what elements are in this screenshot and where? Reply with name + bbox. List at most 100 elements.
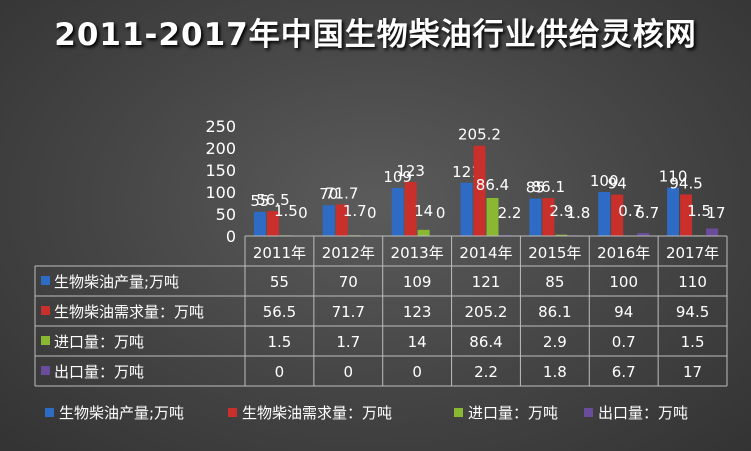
legend-label: 出口量：万吨 [598, 404, 688, 422]
data-label: 56.5 [256, 191, 289, 209]
table-cell: 0 [344, 363, 354, 381]
table-cell: 1.5 [681, 333, 705, 351]
data-label: 1.5 [687, 202, 711, 220]
table-cell: 55 [270, 273, 289, 291]
table-row-label: 生物柴油产量;万吨 [54, 273, 179, 291]
bar-1-2012年 [322, 205, 335, 236]
table-cell: 71.7 [332, 303, 365, 321]
table-legend-key [41, 306, 50, 315]
table-row-label: 生物柴油需求量：万吨 [54, 303, 204, 321]
table-legend-key [41, 366, 50, 375]
y-tick-label: 150 [205, 161, 236, 180]
category-label: 2016年 [597, 244, 650, 262]
table-cell: 85 [545, 273, 564, 291]
y-tick-label: 0 [226, 227, 236, 246]
legend-key [454, 408, 463, 417]
bar-2-2014年 [473, 145, 486, 236]
data-label: 70 [319, 185, 338, 203]
category-label: 2017年 [666, 244, 719, 262]
bar-1-2017年 [667, 187, 680, 236]
category-label: 2013年 [391, 244, 444, 262]
data-label: 1.7 [343, 202, 367, 220]
table-row-label: 出口量：万吨 [54, 363, 144, 381]
data-label: 205.2 [458, 126, 501, 144]
table-cell: 86.4 [469, 333, 502, 351]
table-cell: 94 [614, 303, 633, 321]
bar-4-2016年 [637, 233, 650, 236]
bar-4-2017年 [706, 228, 719, 236]
bar-2-2017年 [680, 194, 693, 236]
table-cell: 109 [403, 273, 432, 291]
legend-label: 生物柴油需求量：万吨 [242, 404, 392, 422]
data-label: 109 [383, 168, 412, 186]
data-label: 110 [659, 168, 688, 186]
data-label: 94 [608, 175, 627, 193]
table-row-label: 进口量：万吨 [54, 333, 144, 351]
data-label: 6.7 [635, 204, 659, 222]
bar-1-2015年 [529, 198, 542, 236]
table-legend-key [41, 336, 50, 345]
data-label: 86.1 [532, 178, 565, 196]
table-cell: 17 [683, 363, 702, 381]
y-tick-label: 100 [205, 183, 236, 202]
bar-1-2016年 [598, 192, 611, 236]
table-cell: 1.5 [267, 333, 291, 351]
table-cell: 110 [678, 273, 707, 291]
data-label: 2.9 [549, 202, 573, 220]
table-cell: 0 [412, 363, 422, 381]
data-label: 1.8 [566, 204, 590, 222]
data-label: 0.7 [618, 202, 642, 220]
table-cell: 2.9 [543, 333, 567, 351]
bar-2-2013年 [404, 181, 417, 236]
data-label: 1.5 [274, 202, 298, 220]
bar-2-2011年 [266, 211, 279, 236]
category-label: 2015年 [528, 244, 581, 262]
table-cell: 0.7 [612, 333, 636, 351]
table-cell: 14 [408, 333, 427, 351]
bar-3-2013年 [417, 229, 430, 236]
table-cell: 70 [339, 273, 358, 291]
data-label: 55 [250, 192, 269, 210]
bar-1-2013年 [391, 188, 404, 236]
data-label: 14 [414, 202, 433, 220]
chart-title: 2011-2017年中国生物柴油行业供给灵核网 [54, 17, 697, 53]
table-cell: 86.1 [538, 303, 571, 321]
data-label: 0 [436, 204, 446, 222]
data-label: 85 [526, 179, 545, 197]
data-label: 123 [396, 162, 425, 180]
data-label: 71.7 [325, 184, 358, 202]
data-label: 94.5 [669, 174, 702, 192]
data-label: 100 [590, 172, 619, 190]
table-cell: 123 [403, 303, 432, 321]
bar-1-2011年 [253, 211, 266, 236]
category-label: 2011年 [253, 244, 306, 262]
legend-label: 进口量：万吨 [468, 404, 558, 422]
table-cell: 205.2 [465, 303, 508, 321]
bar-3-2015年 [555, 234, 568, 236]
table-cell: 1.8 [543, 363, 567, 381]
table-cell: 56.5 [263, 303, 296, 321]
table-cell: 94.5 [676, 303, 709, 321]
data-label: 0 [367, 204, 377, 222]
legend-key [45, 408, 54, 417]
data-label: 86.4 [476, 176, 509, 194]
legend-key [228, 408, 237, 417]
data-label: 0 [298, 204, 308, 222]
data-label: 2.2 [498, 204, 522, 222]
y-tick-label: 200 [205, 139, 236, 158]
category-label: 2014年 [459, 244, 512, 262]
bar-1-2014年 [460, 182, 473, 236]
table-cell: 1.7 [336, 333, 360, 351]
category-label: 2012年 [322, 244, 375, 262]
data-label: 17 [707, 204, 726, 222]
legend-label: 生物柴油产量;万吨 [59, 404, 184, 422]
legend-key [584, 408, 593, 417]
table-cell: 0 [275, 363, 285, 381]
table-cell: 6.7 [612, 363, 636, 381]
y-tick-label: 50 [216, 205, 236, 224]
bar-2-2012年 [335, 204, 348, 236]
table-cell: 121 [472, 273, 501, 291]
table-cell: 2.2 [474, 363, 498, 381]
table-cell: 100 [609, 273, 638, 291]
